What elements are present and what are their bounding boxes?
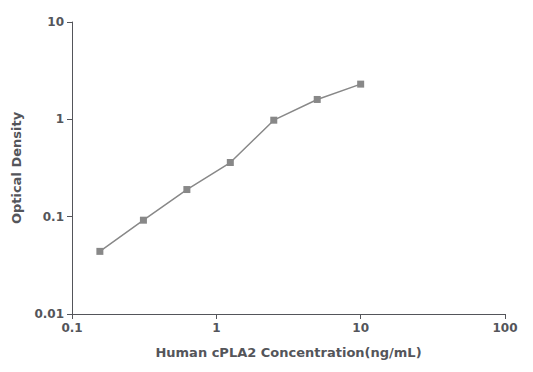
svg-text:0.01: 0.01 xyxy=(34,307,64,321)
svg-text:0.1: 0.1 xyxy=(61,321,82,335)
svg-text:100: 100 xyxy=(492,321,517,335)
svg-text:1: 1 xyxy=(56,112,64,126)
svg-text:Human cPLA2 Concentration(ng/m: Human cPLA2 Concentration(ng/mL) xyxy=(155,345,421,360)
svg-text:10: 10 xyxy=(352,321,369,335)
svg-text:1: 1 xyxy=(212,321,220,335)
svg-text:0.1: 0.1 xyxy=(43,210,64,224)
svg-text:10: 10 xyxy=(47,15,64,29)
svg-text:Optical Density: Optical Density xyxy=(9,111,24,224)
